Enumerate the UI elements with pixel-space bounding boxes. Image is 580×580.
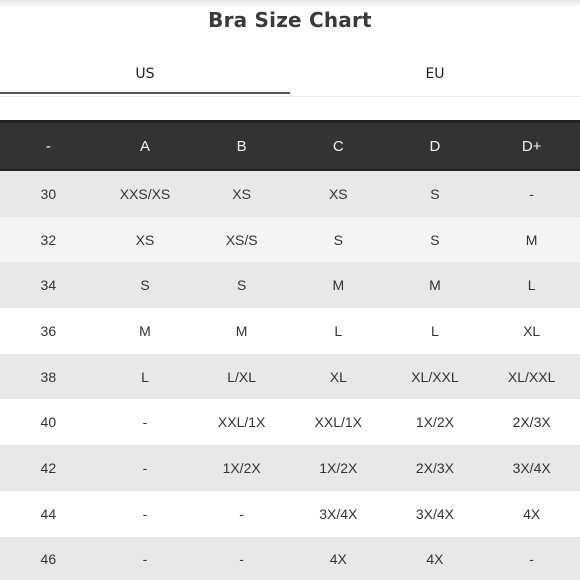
band-cell: 46 — [0, 536, 97, 580]
table-cell: XS — [193, 170, 290, 217]
table-cell: S — [193, 262, 290, 309]
table-cell: - — [96, 536, 194, 580]
table-cell: - — [193, 536, 290, 580]
table-row: 36 M M L L XL — [0, 308, 580, 354]
table-cell: 2X/3X — [386, 445, 484, 491]
table-cell: - — [96, 445, 194, 491]
table-cell: S — [289, 216, 387, 263]
table-row: 46 - - 4X 4X - — [0, 536, 580, 580]
table-cell: - — [96, 490, 194, 537]
band-cell: 40 — [0, 399, 97, 446]
band-cell: 38 — [0, 353, 97, 400]
table-cell: XL — [289, 353, 387, 400]
table-cell: 1X/2X — [193, 445, 290, 491]
band-cell: 34 — [0, 262, 97, 309]
table-cell: XXS/XS — [96, 170, 194, 217]
table-cell: L — [96, 353, 194, 400]
band-cell: 32 — [0, 216, 97, 263]
header-cup-a: A — [96, 120, 194, 171]
header-cup-c: C — [289, 120, 387, 171]
table-cell: 1X/2X — [289, 445, 387, 491]
table-row: 44 - - 3X/4X 3X/4X 4X — [0, 490, 580, 537]
table-row: 34 S S M M L — [0, 262, 580, 309]
table-cell: 3X/4X — [386, 490, 484, 537]
top-shadow — [0, 0, 580, 8]
table-cell: L — [483, 262, 580, 309]
table-cell: - — [193, 490, 290, 537]
table-cell: - — [483, 536, 580, 580]
table-cell: L/XL — [193, 353, 290, 400]
table-cell: 3X/4X — [289, 490, 387, 537]
table-cell: XS — [96, 216, 194, 263]
table-row: 38 L L/XL XL XL/XXL XL/XXL — [0, 353, 580, 400]
table-cell: XL/XXL — [386, 353, 484, 400]
header-cup-dplus: D+ — [483, 120, 580, 171]
table-cell: - — [483, 170, 580, 217]
header-cup-d: D — [386, 120, 484, 171]
table-cell: M — [483, 216, 580, 263]
table-row: 40 - XXL/1X XXL/1X 1X/2X 2X/3X — [0, 399, 580, 446]
band-cell: 36 — [0, 308, 97, 354]
tab-eu[interactable]: EU — [425, 66, 445, 82]
table-cell: M — [96, 308, 194, 354]
table-cell: XL — [483, 308, 580, 354]
table-cell: M — [386, 262, 484, 309]
table-cell: XS — [289, 170, 387, 217]
table-cell: M — [289, 262, 387, 309]
table-cell: 4X — [289, 536, 387, 580]
table-cell: 1X/2X — [386, 399, 484, 446]
table-cell: S — [386, 170, 484, 217]
table-cell: 4X — [483, 490, 580, 537]
table-cell: S — [386, 216, 484, 263]
table-cell: L — [386, 308, 484, 354]
table-cell: XXL/1X — [193, 399, 290, 446]
table-cell: S — [96, 262, 194, 309]
table-header-row: - A B C D D+ — [0, 120, 580, 171]
band-cell: 30 — [0, 170, 97, 217]
header-cup-b: B — [193, 120, 290, 171]
table-cell: XXL/1X — [289, 399, 387, 446]
band-cell: 44 — [0, 490, 97, 537]
table-cell: L — [289, 308, 387, 354]
table-cell: XL/XXL — [483, 353, 580, 400]
header-band: - — [0, 120, 97, 171]
region-tabs: US EU — [0, 56, 580, 97]
table-cell: 4X — [386, 536, 484, 580]
tab-us[interactable]: US — [0, 56, 290, 94]
table-cell: M — [193, 308, 290, 354]
table-row: 42 - 1X/2X 1X/2X 2X/3X 3X/4X — [0, 445, 580, 491]
table-cell: - — [96, 399, 194, 446]
table-row: 30 XXS/XS XS XS S - — [0, 170, 580, 217]
table-cell: XS/S — [193, 216, 290, 263]
table-cell: 2X/3X — [483, 399, 580, 446]
table-row: 32 XS XS/S S S M — [0, 216, 580, 263]
band-cell: 42 — [0, 445, 97, 491]
table-cell: 3X/4X — [483, 445, 580, 491]
page-title: Bra Size Chart — [208, 8, 372, 32]
size-chart-table: - A B C D D+ 30 XXS/XS XS XS S - 32 XS X… — [0, 120, 580, 580]
